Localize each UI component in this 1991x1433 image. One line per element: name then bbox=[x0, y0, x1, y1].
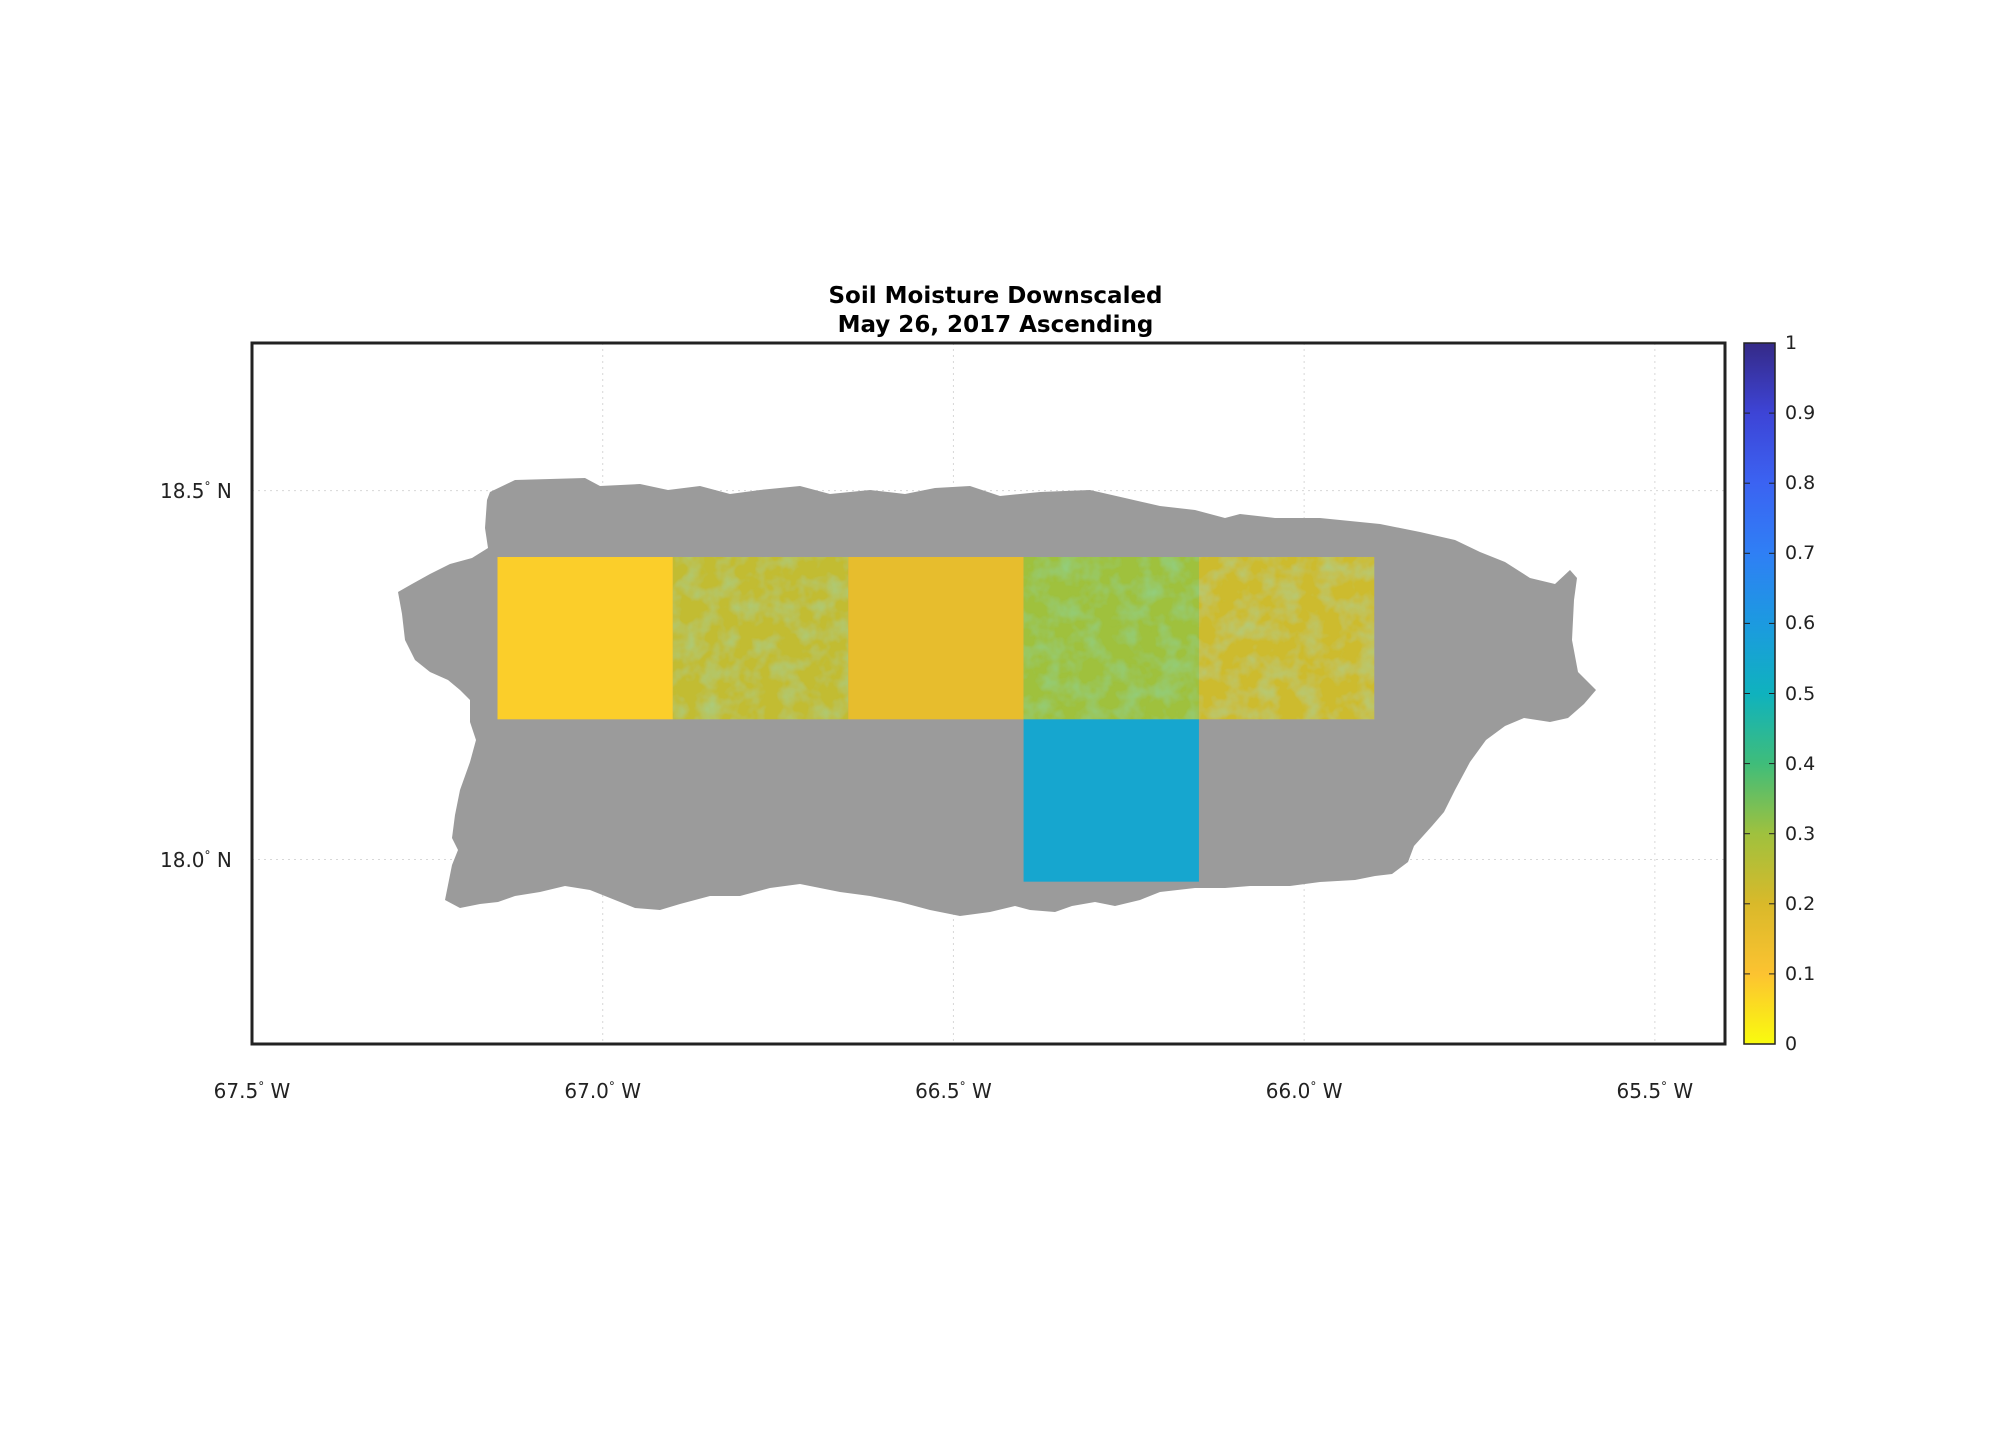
colorbar-tick-label: 0.1 bbox=[1785, 962, 1816, 985]
colorbar-tick-label: 0.3 bbox=[1785, 822, 1816, 845]
colorbar-tick-label: 0.2 bbox=[1785, 892, 1816, 915]
map-frame bbox=[250, 341, 1727, 1046]
colorbar-tick-label: 0.9 bbox=[1785, 402, 1816, 425]
longitude-label: 66.0° W bbox=[1265, 1079, 1343, 1103]
colorbar-tick-label: 1 bbox=[1785, 332, 1798, 354]
moisture-tile-4 bbox=[1198, 556, 1375, 720]
latitude-label: 18.0° N bbox=[160, 847, 232, 872]
longitude-label: 66.5° W bbox=[915, 1079, 992, 1103]
colorbar-tick-label: 0.7 bbox=[1785, 542, 1816, 565]
moisture-tile-0 bbox=[497, 556, 673, 720]
colorbar-tick-label: 0.8 bbox=[1785, 472, 1816, 495]
figure-title-line1: Soil Moisture Downscaled bbox=[828, 283, 1163, 309]
longitude-label: 67.5° W bbox=[213, 1079, 291, 1103]
soil-moisture-tiles bbox=[497, 556, 1375, 882]
moisture-tile-2 bbox=[848, 556, 1024, 720]
moisture-tile-3 bbox=[1023, 556, 1199, 720]
colorbar-tick-label: 0.4 bbox=[1785, 752, 1816, 775]
colorbar-tick-label: 0.5 bbox=[1785, 682, 1816, 705]
colorbar-tick-label: 0.6 bbox=[1785, 612, 1816, 635]
figure-title-line2: May 26, 2017 Ascending bbox=[837, 312, 1154, 338]
longitude-label: 65.5° W bbox=[1616, 1079, 1694, 1103]
longitude-label: 67.0° W bbox=[564, 1079, 642, 1103]
colorbar-tick-label: 0 bbox=[1785, 1033, 1798, 1055]
latitude-label: 18.5° N bbox=[160, 478, 232, 503]
colorbar-ticks bbox=[1744, 342, 1775, 1045]
moisture-tile-5 bbox=[1023, 719, 1199, 882]
moisture-tile-1 bbox=[672, 556, 849, 720]
